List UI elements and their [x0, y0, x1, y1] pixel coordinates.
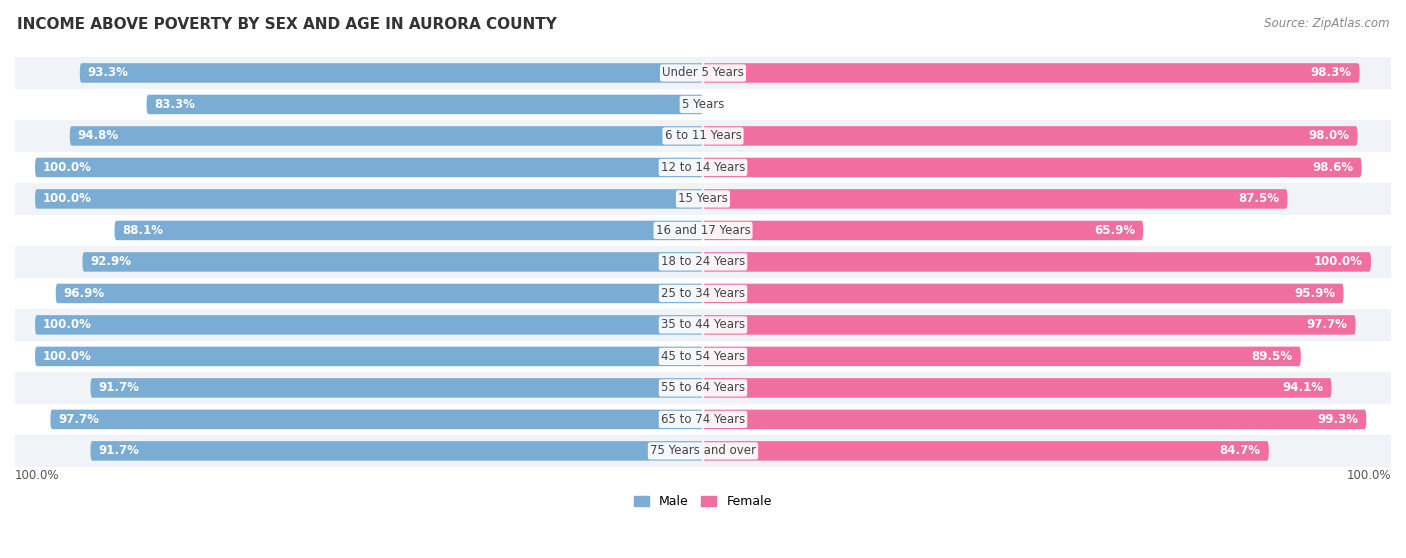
Text: 91.7%: 91.7%	[98, 382, 139, 395]
FancyBboxPatch shape	[703, 252, 1371, 272]
FancyBboxPatch shape	[114, 220, 703, 240]
Text: 55 to 64 Years: 55 to 64 Years	[661, 382, 745, 395]
Text: 91.7%: 91.7%	[98, 444, 139, 458]
FancyBboxPatch shape	[703, 441, 1268, 461]
Text: 84.7%: 84.7%	[1220, 444, 1261, 458]
FancyBboxPatch shape	[35, 347, 703, 366]
Text: 100.0%: 100.0%	[1315, 256, 1362, 268]
Text: 89.5%: 89.5%	[1251, 350, 1292, 363]
Text: 100.0%: 100.0%	[44, 193, 91, 205]
FancyBboxPatch shape	[703, 220, 1143, 240]
Text: 25 to 34 Years: 25 to 34 Years	[661, 287, 745, 300]
Text: 16 and 17 Years: 16 and 17 Years	[655, 224, 751, 237]
FancyBboxPatch shape	[703, 347, 1301, 366]
Text: 98.0%: 98.0%	[1309, 129, 1350, 142]
Text: 87.5%: 87.5%	[1239, 193, 1279, 205]
Bar	[15, 215, 1391, 246]
Text: 100.0%: 100.0%	[44, 350, 91, 363]
Text: 98.6%: 98.6%	[1312, 161, 1354, 174]
Bar	[15, 57, 1391, 89]
Text: 75 Years and over: 75 Years and over	[650, 444, 756, 458]
FancyBboxPatch shape	[703, 189, 1288, 209]
FancyBboxPatch shape	[70, 126, 703, 146]
Bar	[15, 183, 1391, 215]
Text: 97.7%: 97.7%	[1306, 319, 1347, 331]
Text: 93.3%: 93.3%	[87, 66, 129, 79]
Text: 83.3%: 83.3%	[155, 98, 195, 111]
Text: 15 Years: 15 Years	[678, 193, 728, 205]
Text: 94.1%: 94.1%	[1282, 382, 1323, 395]
FancyBboxPatch shape	[703, 283, 1344, 303]
FancyBboxPatch shape	[703, 126, 1358, 146]
Text: 12 to 14 Years: 12 to 14 Years	[661, 161, 745, 174]
Text: Source: ZipAtlas.com: Source: ZipAtlas.com	[1264, 17, 1389, 30]
FancyBboxPatch shape	[703, 63, 1360, 83]
Bar	[15, 120, 1391, 152]
Text: 95.9%: 95.9%	[1295, 287, 1336, 300]
Text: 96.9%: 96.9%	[63, 287, 105, 300]
Text: INCOME ABOVE POVERTY BY SEX AND AGE IN AURORA COUNTY: INCOME ABOVE POVERTY BY SEX AND AGE IN A…	[17, 17, 557, 32]
FancyBboxPatch shape	[90, 441, 703, 461]
Text: 98.3%: 98.3%	[1310, 66, 1351, 79]
Text: 88.1%: 88.1%	[122, 224, 163, 237]
Text: 94.8%: 94.8%	[77, 129, 120, 142]
Text: 45 to 54 Years: 45 to 54 Years	[661, 350, 745, 363]
Text: 5 Years: 5 Years	[682, 98, 724, 111]
FancyBboxPatch shape	[90, 378, 703, 398]
Text: 100.0%: 100.0%	[1347, 469, 1391, 482]
FancyBboxPatch shape	[51, 410, 703, 429]
Text: 65 to 74 Years: 65 to 74 Years	[661, 413, 745, 426]
Bar	[15, 89, 1391, 120]
Bar	[15, 341, 1391, 372]
Text: 92.9%: 92.9%	[90, 256, 132, 268]
Text: 35 to 44 Years: 35 to 44 Years	[661, 319, 745, 331]
Text: 97.7%: 97.7%	[59, 413, 100, 426]
FancyBboxPatch shape	[83, 252, 703, 272]
FancyBboxPatch shape	[703, 315, 1355, 335]
FancyBboxPatch shape	[80, 63, 703, 83]
Text: Under 5 Years: Under 5 Years	[662, 66, 744, 79]
FancyBboxPatch shape	[56, 283, 703, 303]
Bar	[15, 435, 1391, 466]
Bar	[15, 372, 1391, 403]
FancyBboxPatch shape	[703, 410, 1367, 429]
Text: 65.9%: 65.9%	[1094, 224, 1135, 237]
FancyBboxPatch shape	[35, 315, 703, 335]
Text: 100.0%: 100.0%	[44, 319, 91, 331]
FancyBboxPatch shape	[35, 158, 703, 177]
Text: 100.0%: 100.0%	[44, 161, 91, 174]
Text: 99.3%: 99.3%	[1317, 413, 1358, 426]
Text: 18 to 24 Years: 18 to 24 Years	[661, 256, 745, 268]
Text: 6 to 11 Years: 6 to 11 Years	[665, 129, 741, 142]
Bar	[15, 246, 1391, 278]
FancyBboxPatch shape	[703, 378, 1331, 398]
FancyBboxPatch shape	[703, 158, 1361, 177]
FancyBboxPatch shape	[35, 189, 703, 209]
Bar	[15, 309, 1391, 341]
FancyBboxPatch shape	[146, 95, 703, 114]
Bar	[15, 278, 1391, 309]
Bar	[15, 152, 1391, 183]
Bar	[15, 403, 1391, 435]
Text: 100.0%: 100.0%	[15, 469, 59, 482]
Legend: Male, Female: Male, Female	[630, 490, 776, 513]
